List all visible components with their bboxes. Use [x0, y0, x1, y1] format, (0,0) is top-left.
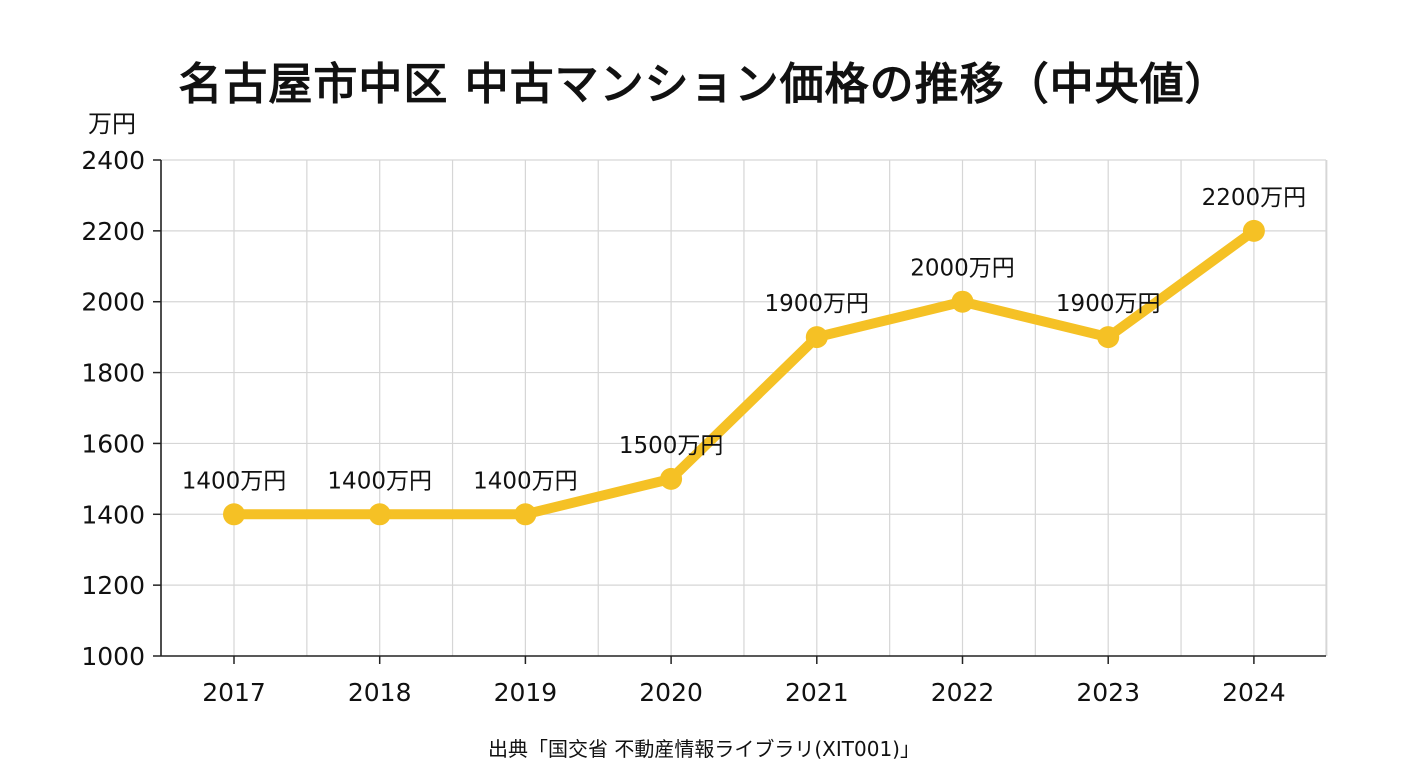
data-point-2021 [805, 326, 828, 349]
series-layer [223, 219, 1265, 526]
x-tick-label: 2022 [931, 678, 995, 707]
y-tick-label: 2400 [81, 146, 145, 175]
data-label-2024: 2200万円 [1202, 185, 1307, 211]
y-tick-label: 1000 [81, 642, 145, 671]
y-tick-label: 1400 [81, 500, 145, 529]
data-label-2020: 1500万円 [619, 433, 724, 459]
data-label-2018: 1400万円 [327, 468, 432, 494]
y-tick-labels: 1000 1200 1400 1600 1800 2000 2200 2400 [81, 146, 145, 671]
data-label-2019: 1400万円 [473, 468, 578, 494]
axes [153, 159, 1326, 664]
data-label-2021: 1900万円 [765, 291, 870, 317]
x-tick-label: 2024 [1222, 678, 1286, 707]
data-point-2020 [660, 467, 683, 490]
x-tick-label: 2020 [639, 678, 703, 707]
y-tick-label: 1800 [81, 359, 145, 388]
series-line [229, 225, 1259, 520]
y-tick-label: 2200 [81, 217, 145, 246]
data-label-2017: 1400万円 [182, 468, 287, 494]
x-tick-label: 2018 [348, 678, 412, 707]
x-tick-label: 2023 [1076, 678, 1140, 707]
y-tick-label: 2000 [81, 288, 145, 317]
x-tick-label: 2021 [785, 678, 849, 707]
y-tick-label: 1600 [81, 429, 145, 458]
chart-title: 名古屋市中区 中古マンション価格の推移（中央値） [178, 59, 1230, 110]
data-point-2019 [514, 503, 537, 526]
x-tick-labels: 2017 2018 2019 2020 2021 2022 2023 2024 [202, 678, 1286, 707]
data-label-2022: 2000万円 [910, 256, 1015, 282]
x-tick-label: 2017 [202, 678, 266, 707]
data-point-2024 [1242, 219, 1265, 242]
source-note: 出典「国交省 不動産情報ライブラリ(XIT001)」 [488, 737, 920, 761]
data-label-2023: 1900万円 [1056, 291, 1161, 317]
data-point-2022 [951, 290, 974, 313]
data-point-2018 [368, 503, 391, 526]
data-point-2023 [1097, 326, 1120, 349]
data-labels: 1400万円 1400万円 1400万円 1500万円 1900万円 2000万円 1900… [182, 185, 1306, 494]
y-axis-unit-label: 万円 [88, 110, 136, 138]
data-point-2017 [223, 503, 245, 526]
y-tick-label: 1200 [81, 571, 145, 600]
x-tick-label: 2019 [494, 678, 558, 707]
